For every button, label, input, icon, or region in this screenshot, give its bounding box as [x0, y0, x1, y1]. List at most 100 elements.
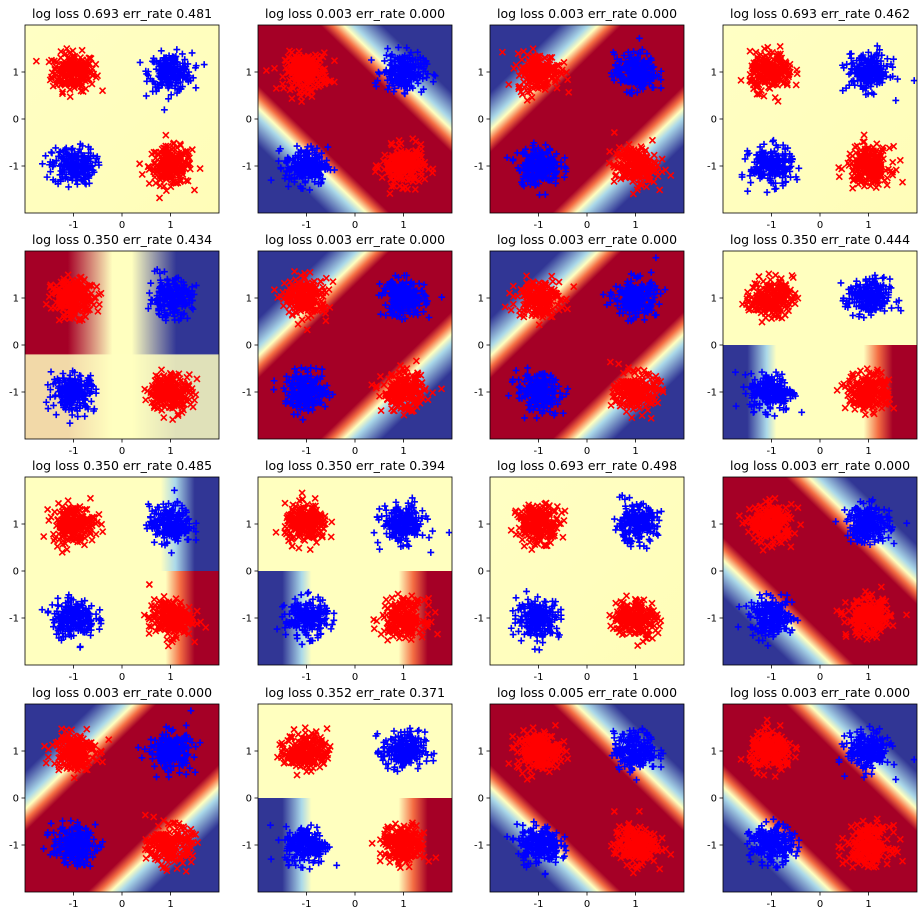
point-x	[746, 70, 754, 78]
point-x	[138, 170, 146, 179]
point-x	[371, 168, 379, 176]
point-plus	[872, 75, 880, 83]
point-plus	[178, 50, 186, 58]
point-plus	[172, 65, 180, 73]
point-x	[865, 172, 873, 180]
point-plus	[147, 279, 155, 287]
point-x	[58, 88, 67, 96]
point-x	[737, 76, 745, 84]
point-x	[372, 384, 380, 392]
point-x	[403, 185, 412, 193]
point-x	[175, 370, 183, 378]
point-x	[196, 165, 204, 173]
point-plus	[47, 148, 55, 156]
point-plus	[780, 152, 788, 160]
point-x	[160, 150, 168, 158]
point-x	[159, 171, 167, 179]
point-x	[179, 406, 187, 414]
point-x	[169, 156, 177, 164]
point-plus	[876, 68, 884, 76]
x-tick-label: 0	[119, 446, 125, 457]
point-plus	[367, 56, 375, 64]
point-plus	[52, 144, 60, 152]
point-plus	[610, 76, 618, 84]
point-plus	[200, 61, 208, 68]
point-x	[326, 303, 334, 311]
point-x	[563, 68, 571, 76]
point-plus	[381, 69, 388, 76]
point-plus	[760, 168, 768, 176]
point-x	[376, 372, 384, 380]
point-plus	[165, 66, 173, 73]
point-plus	[76, 402, 84, 409]
point-x	[330, 78, 338, 86]
point-x	[551, 78, 559, 86]
point-plus	[779, 182, 787, 190]
point-x	[415, 177, 423, 185]
point-plus	[414, 68, 422, 76]
point-plus	[189, 74, 197, 82]
point-plus	[530, 167, 537, 174]
point-plus	[876, 46, 883, 54]
point-plus	[643, 50, 651, 58]
point-x	[553, 61, 561, 69]
point-x	[322, 274, 330, 282]
point-x	[395, 172, 403, 181]
point-x	[152, 395, 160, 403]
point-plus	[70, 168, 78, 175]
point-x	[317, 278, 325, 286]
point-plus	[316, 159, 324, 167]
point-plus	[747, 179, 755, 187]
point-x	[66, 93, 74, 101]
point-plus	[873, 42, 881, 50]
point-x	[45, 58, 53, 66]
point-plus	[623, 88, 631, 96]
point-plus	[530, 139, 538, 147]
point-plus	[657, 84, 665, 92]
point-x	[289, 84, 297, 93]
point-plus	[67, 145, 75, 153]
point-x	[889, 158, 897, 166]
point-plus	[306, 186, 314, 194]
point-x	[429, 389, 437, 397]
point-plus	[188, 297, 196, 304]
point-x	[321, 72, 330, 80]
x-tick-label: -1	[534, 220, 544, 231]
point-plus	[297, 184, 305, 192]
point-plus	[381, 57, 388, 65]
point-x	[388, 182, 396, 190]
point-x	[304, 66, 312, 74]
point-plus	[157, 47, 165, 55]
point-plus	[47, 368, 55, 376]
point-plus	[161, 76, 169, 83]
point-x	[288, 75, 296, 83]
x-tick-label: -1	[69, 446, 79, 457]
point-x	[386, 190, 394, 198]
point-x	[157, 384, 165, 392]
point-plus	[868, 72, 876, 79]
point-x	[890, 142, 898, 150]
point-plus	[747, 166, 755, 174]
point-x	[746, 47, 754, 55]
point-plus	[786, 150, 794, 158]
point-x	[279, 288, 287, 296]
point-x	[385, 168, 394, 176]
point-plus	[782, 178, 789, 186]
point-x	[169, 416, 177, 424]
point-plus	[431, 72, 439, 80]
point-x	[406, 391, 415, 399]
y-tick-label: -1	[474, 162, 484, 173]
point-x	[835, 173, 843, 181]
point-plus	[847, 54, 855, 62]
point-x	[176, 178, 184, 186]
point-x	[320, 287, 328, 295]
point-plus	[630, 48, 637, 55]
point-x	[174, 410, 182, 418]
class-plus-points	[39, 140, 103, 191]
point-plus	[853, 57, 861, 65]
point-x	[151, 173, 159, 181]
point-plus	[66, 375, 73, 382]
point-x	[750, 85, 758, 93]
point-x	[885, 144, 893, 152]
point-x	[396, 182, 404, 190]
